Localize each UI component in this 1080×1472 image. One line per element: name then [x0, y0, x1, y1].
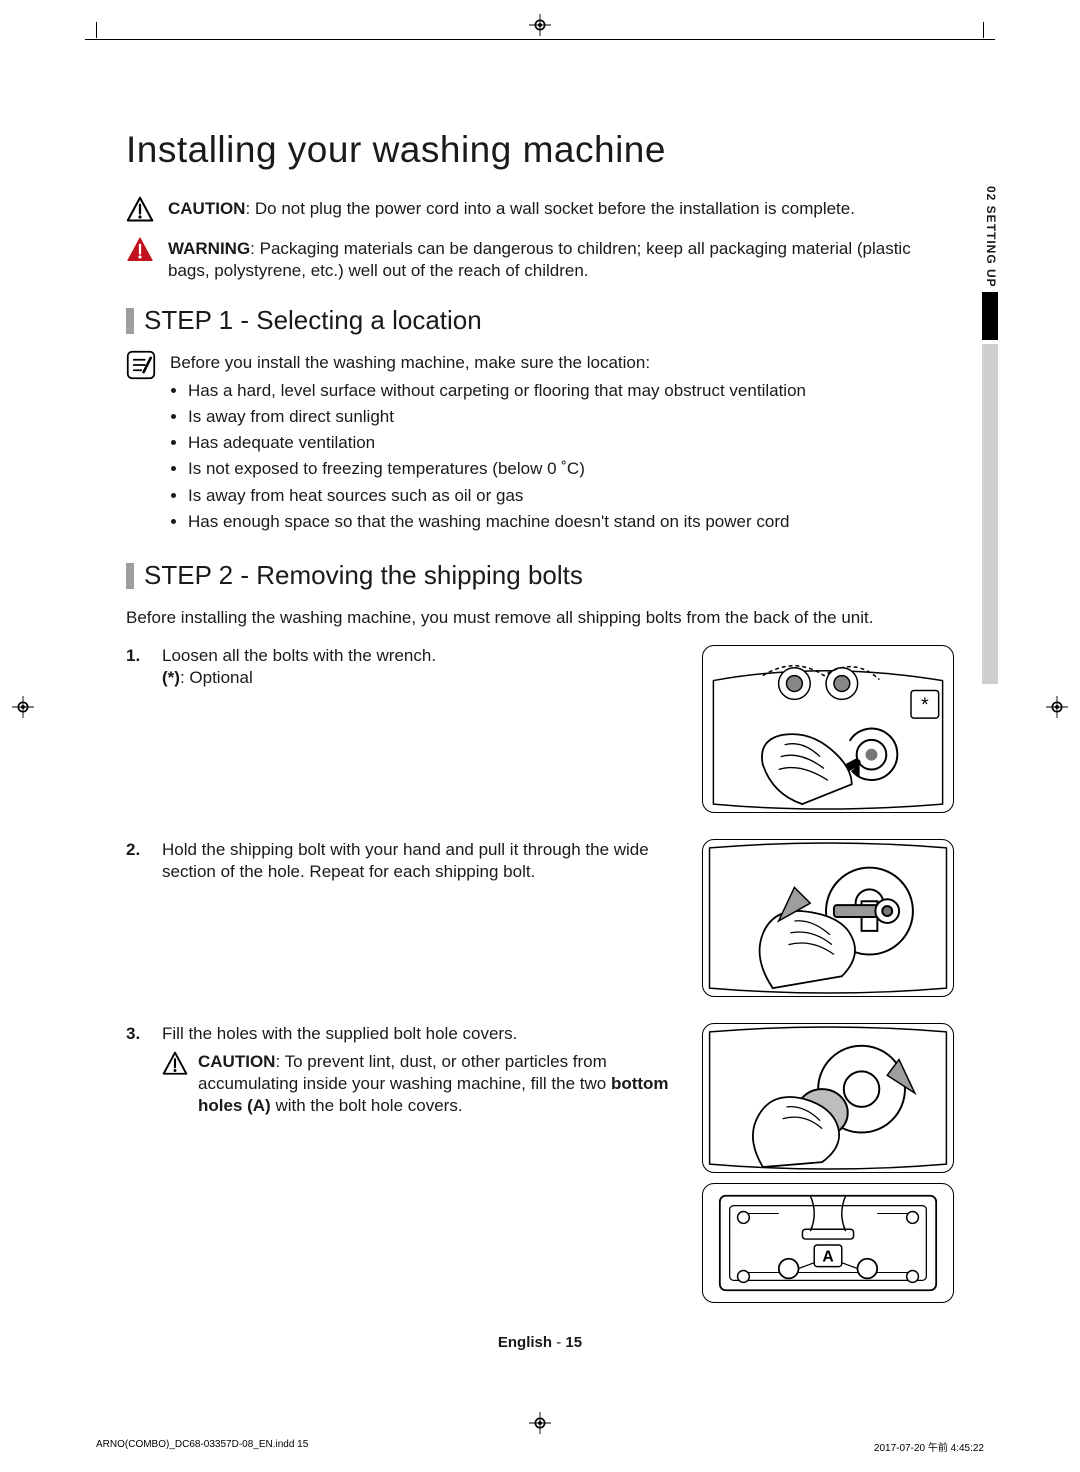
step2-heading-text: STEP 2 - Removing the shipping bolts [144, 559, 583, 593]
page-content: Installing your washing machine CAUTION:… [126, 126, 954, 1352]
registration-mark-icon [529, 1412, 551, 1434]
section-side-tab-label: 02 SETTING UP [982, 186, 998, 288]
step2-item-3: 3. Fill the holes with the supplied bolt… [126, 1023, 954, 1313]
footer-page-number: 15 [565, 1334, 582, 1351]
step2-item-2: 2. Hold the shipping bolt with your hand… [126, 839, 954, 1007]
step2-item1-optional: (*): Optional [162, 667, 682, 689]
figure-star-label: * [921, 694, 929, 716]
caution-triangle-icon [126, 196, 154, 224]
step2-item2-text: Hold the shipping bolt with your hand an… [162, 839, 682, 883]
crop-mark [85, 39, 995, 40]
page-footer: English - 15 [126, 1333, 954, 1353]
list-item: Is not exposed to freezing temperatures … [188, 458, 954, 480]
list-item: Is away from direct sunlight [188, 406, 954, 428]
figure-loosen-bolts: * [702, 645, 954, 813]
list-item: Has enough space so that the washing mac… [188, 511, 954, 533]
figure-label-a: A [822, 1248, 833, 1265]
figure-insert-cover [702, 1023, 954, 1173]
caution-triangle-icon [162, 1051, 188, 1077]
warning-text: WARNING: Packaging materials can be dang… [168, 238, 954, 282]
crop-mark [96, 22, 97, 38]
heading-bar-icon [126, 563, 134, 589]
list-number: 1. [126, 645, 148, 667]
step2-item3-caution-text: CAUTION: To prevent lint, dust, or other… [198, 1051, 682, 1117]
step2-item1-text: Loosen all the bolts with the wrench. [162, 645, 682, 667]
heading-bar-icon [126, 308, 134, 334]
imprint-line: ARNO(COMBO)_DC68-03357D-08_EN.indd 15 20… [96, 1439, 984, 1454]
list-number: 3. [126, 1023, 148, 1045]
imprint-timestamp: 2017-07-20 午前 4:45:22 [874, 1439, 984, 1454]
list-item: Has adequate ventilation [188, 432, 954, 454]
step2-item-1: 1. Loosen all the bolts with the wrench.… [126, 645, 954, 823]
warning-alert: WARNING: Packaging materials can be dang… [126, 238, 954, 282]
warning-triangle-icon [126, 236, 154, 264]
step2-heading: STEP 2 - Removing the shipping bolts [126, 559, 954, 593]
figure-pull-bolt [702, 839, 954, 997]
section-side-tab: 02 SETTING UP [978, 186, 1002, 684]
note-checklist-icon [126, 350, 156, 380]
caution-alert: CAUTION: Do not plug the power cord into… [126, 198, 954, 224]
footer-language: English [498, 1334, 552, 1351]
step1-bullet-list: Has a hard, level surface without carpet… [188, 380, 954, 533]
list-item: Is away from heat sources such as oil or… [188, 485, 954, 507]
registration-mark-icon [1046, 696, 1068, 718]
figure-bottom-holes: A [702, 1183, 954, 1303]
step2-intro: Before installing the washing machine, y… [126, 607, 954, 629]
section-side-tab-marker [982, 292, 998, 340]
step1-body: Before you install the washing machine, … [126, 352, 954, 537]
step1-intro: Before you install the washing machine, … [170, 352, 954, 374]
step1-heading-text: STEP 1 - Selecting a location [144, 304, 482, 338]
section-side-tab-track [982, 344, 998, 684]
registration-mark-icon [12, 696, 34, 718]
caution-text: CAUTION: Do not plug the power cord into… [168, 198, 954, 220]
page-title: Installing your washing machine [126, 126, 954, 174]
step2-item3-text: Fill the holes with the supplied bolt ho… [162, 1023, 682, 1045]
registration-mark-icon [529, 14, 551, 36]
crop-mark [983, 22, 984, 38]
step2-item3-caution: CAUTION: To prevent lint, dust, or other… [162, 1051, 682, 1117]
list-item: Has a hard, level surface without carpet… [188, 380, 954, 402]
step1-heading: STEP 1 - Selecting a location [126, 304, 954, 338]
imprint-file: ARNO(COMBO)_DC68-03357D-08_EN.indd 15 [96, 1439, 308, 1454]
list-number: 2. [126, 839, 148, 861]
